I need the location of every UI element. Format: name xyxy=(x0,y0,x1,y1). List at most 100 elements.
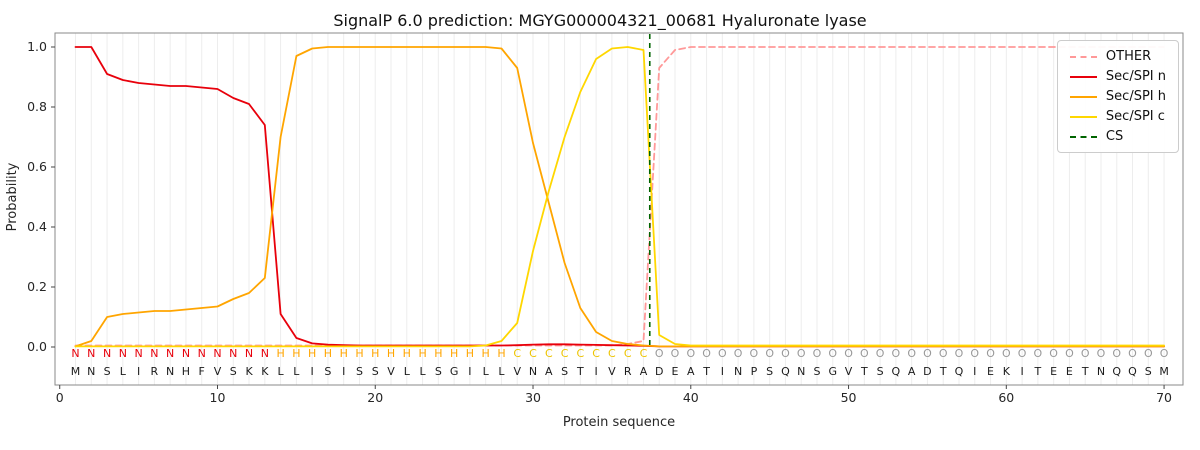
sequence-letter: A xyxy=(545,365,553,378)
legend-label-sec-spi-c: Sec/SPI c xyxy=(1105,109,1165,124)
y-tick-label: 0.8 xyxy=(27,99,47,114)
region-label: N xyxy=(71,347,79,360)
sequence-letter: H xyxy=(182,365,190,378)
region-label: O xyxy=(1002,347,1011,360)
region-label: N xyxy=(261,347,269,360)
sequence-letter: V xyxy=(387,365,395,378)
sequence-letter: N xyxy=(166,365,174,378)
region-label: H xyxy=(403,347,411,360)
x-tick-label: 60 xyxy=(998,390,1014,405)
region-label: O xyxy=(986,347,995,360)
sequence-letter: P xyxy=(751,365,758,378)
sequence-letter: N xyxy=(529,365,537,378)
region-label: O xyxy=(1128,347,1137,360)
sequence-letter: I xyxy=(342,365,345,378)
y-axis-label: Probability xyxy=(5,162,20,231)
region-label: N xyxy=(245,347,253,360)
region-label: O xyxy=(1144,347,1153,360)
region-label: O xyxy=(970,347,979,360)
region-label: H xyxy=(387,347,395,360)
sequence-letter: G xyxy=(450,365,459,378)
region-label: O xyxy=(907,347,916,360)
region-label: N xyxy=(182,347,190,360)
region-label: C xyxy=(640,347,648,360)
region-label: O xyxy=(734,347,743,360)
y-tick-label: 0.2 xyxy=(27,279,47,294)
sequence-letter: K xyxy=(245,365,253,378)
region-label: O xyxy=(1049,347,1058,360)
legend-item-cs: CS xyxy=(1069,129,1166,144)
sequence-letter: S xyxy=(561,365,568,378)
region-label: H xyxy=(482,347,490,360)
region-label: O xyxy=(892,347,901,360)
sequence-letter: I xyxy=(594,365,597,378)
sequence-letter: M xyxy=(71,365,81,378)
y-tick-label: 0.0 xyxy=(27,339,47,354)
region-label: O xyxy=(955,347,964,360)
sequence-letter: S xyxy=(230,365,237,378)
sequence-letter: A xyxy=(640,365,648,378)
x-tick-label: 70 xyxy=(1156,390,1172,405)
region-label: C xyxy=(545,347,553,360)
x-tick-label: 40 xyxy=(683,390,699,405)
region-label: O xyxy=(1097,347,1106,360)
region-label: H xyxy=(418,347,426,360)
sequence-letter: A xyxy=(687,365,695,378)
sequence-letter: V xyxy=(608,365,616,378)
x-tick-label: 30 xyxy=(525,390,541,405)
series-line-sec-spi-n xyxy=(74,46,1165,348)
sequence-letter: S xyxy=(877,365,884,378)
sequence-letter: T xyxy=(702,365,710,378)
sequence-letter: L xyxy=(420,365,427,378)
plot-frame xyxy=(54,32,1184,386)
legend-item-sec-spi-h: Sec/SPI h xyxy=(1069,90,1166,103)
x-tick-label: 20 xyxy=(367,390,383,405)
region-label: H xyxy=(292,347,300,360)
sequence-letter: I xyxy=(721,365,724,378)
sequence-letter: Q xyxy=(955,365,964,378)
legend-label-cs: CS xyxy=(1105,129,1124,144)
sequence-letter: N xyxy=(1097,365,1105,378)
region-label: H xyxy=(340,347,348,360)
sequence-letter: L xyxy=(498,365,505,378)
region-label: H xyxy=(466,347,474,360)
sequence-letter: Q xyxy=(1112,365,1121,378)
sequence-letter: I xyxy=(311,365,314,378)
sequence-letter: Q xyxy=(1128,365,1137,378)
region-label: N xyxy=(213,347,221,360)
y-ticks: 0.0 0.2 0.4 0.6 0.8 1.0 xyxy=(27,39,55,354)
region-label: O xyxy=(1112,347,1121,360)
region-label: O xyxy=(686,347,695,360)
sequence-letter: L xyxy=(483,365,490,378)
sequence-letter: E xyxy=(672,365,679,378)
legend-item-other: OTHER xyxy=(1069,50,1166,63)
series-line-other xyxy=(74,46,1165,347)
sequence-letter: T xyxy=(576,365,584,378)
sequence-letter: S xyxy=(324,365,331,378)
x-ticks: 0 10 20 30 40 50 60 70 xyxy=(56,385,1172,405)
sequence-letter: V xyxy=(513,365,521,378)
sequence-letter: T xyxy=(1081,365,1089,378)
region-label: O xyxy=(1081,347,1090,360)
sequence-letter: S xyxy=(104,365,111,378)
region-label: C xyxy=(561,347,569,360)
sequence-letter: G xyxy=(829,365,838,378)
sequence-letter: N xyxy=(734,365,742,378)
sequence-letter: K xyxy=(261,365,269,378)
legend-label-sec-spi-n: Sec/SPI n xyxy=(1105,69,1166,84)
sequence-letter: Q xyxy=(781,365,790,378)
region-label: O xyxy=(765,347,774,360)
region-label: O xyxy=(718,347,727,360)
region-label: O xyxy=(750,347,759,360)
y-tick-label: 0.4 xyxy=(27,219,47,234)
y-tick-label: 1.0 xyxy=(27,39,47,54)
cs-line-sample xyxy=(1069,135,1097,138)
sequence-letter: L xyxy=(120,365,127,378)
sequence-letter: I xyxy=(137,365,140,378)
region-label: O xyxy=(923,347,932,360)
legend-item-sec-spi-c: Sec/SPI c xyxy=(1069,109,1166,124)
region-label: O xyxy=(655,347,664,360)
